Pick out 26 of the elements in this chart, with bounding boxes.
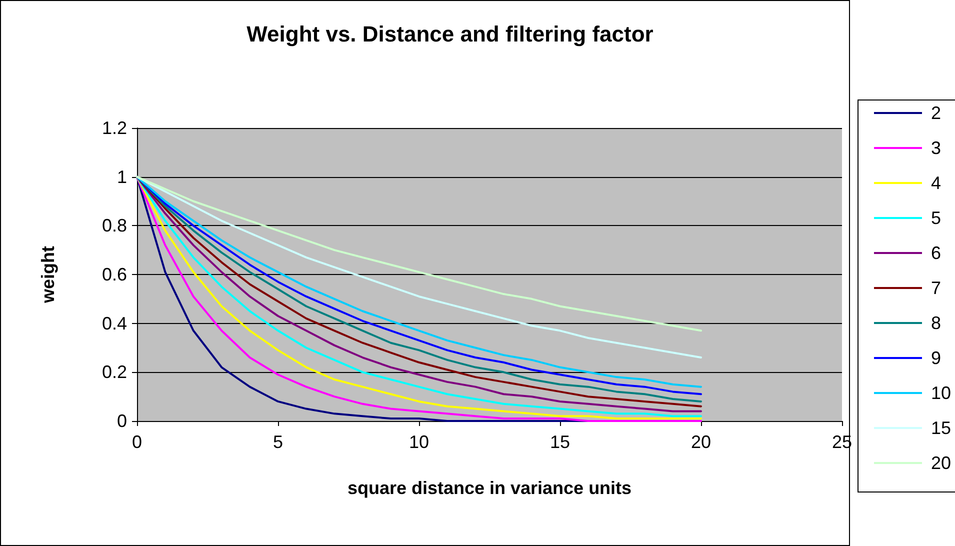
- y-tick-label: 0.6: [102, 264, 127, 284]
- x-tick-label: 5: [272, 432, 284, 452]
- legend-label: 7: [931, 278, 942, 298]
- x-tick-label: 15: [550, 432, 570, 452]
- chart-title: Weight vs. Distance and filtering factor: [246, 22, 654, 46]
- legend-label: 2: [931, 103, 942, 123]
- y-tick-label: 1.2: [102, 118, 127, 138]
- legend-label: 6: [931, 243, 942, 263]
- x-tick-label: 0: [132, 432, 142, 452]
- legend-label: 15: [931, 418, 952, 438]
- y-axis-title: weight: [38, 246, 58, 304]
- y-tick-label: 1: [116, 166, 127, 187]
- x-tick-label: 20: [690, 432, 712, 452]
- y-tick-label: 0.4: [102, 313, 127, 334]
- legend-label: 20: [931, 453, 952, 473]
- x-tick-label: 10: [408, 432, 430, 452]
- y-tick-label: 0.8: [102, 216, 127, 236]
- legend-label: 3: [931, 138, 942, 158]
- legend-label: 9: [931, 348, 942, 368]
- legend-label: 4: [931, 173, 942, 193]
- y-tick-label: 0: [116, 411, 127, 431]
- legend-label: 10: [931, 383, 952, 403]
- legend-label: 5: [931, 208, 942, 228]
- x-axis-title: square distance in variance units: [347, 478, 632, 498]
- legend-label: 8: [931, 313, 942, 333]
- y-tick-label: 0.2: [102, 362, 127, 382]
